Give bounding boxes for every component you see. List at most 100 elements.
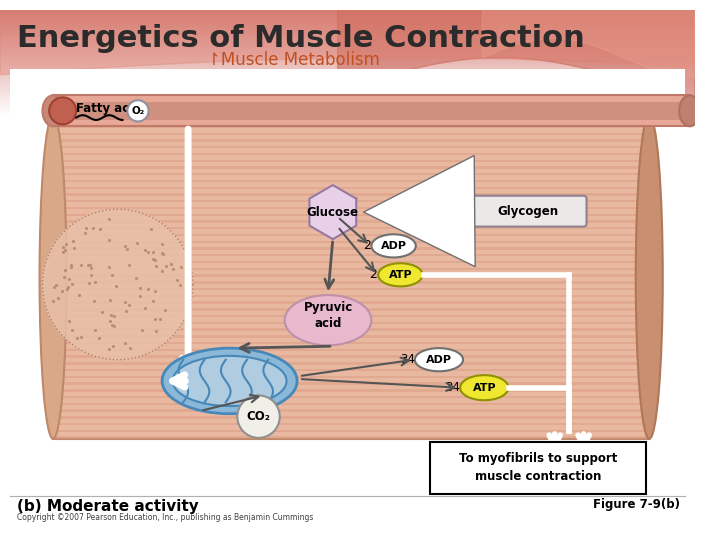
- Text: 2: 2: [363, 239, 371, 252]
- Text: ADP: ADP: [381, 241, 407, 251]
- Ellipse shape: [636, 116, 662, 439]
- Bar: [53, 369, 649, 372]
- Text: 34: 34: [445, 381, 460, 394]
- Circle shape: [238, 395, 280, 438]
- Bar: [53, 180, 649, 182]
- Bar: [0, 30, 695, 31]
- Bar: [53, 234, 649, 236]
- Bar: [0, 66, 695, 68]
- Bar: [53, 430, 649, 432]
- Bar: [0, 77, 695, 78]
- Bar: [0, 36, 695, 37]
- Bar: [53, 116, 649, 439]
- Bar: [0, 114, 695, 116]
- Polygon shape: [482, 10, 695, 77]
- Bar: [0, 92, 695, 93]
- Bar: [53, 389, 649, 392]
- Polygon shape: [338, 10, 695, 102]
- Bar: [0, 23, 695, 24]
- Bar: [53, 328, 649, 331]
- Bar: [0, 48, 695, 49]
- Bar: [0, 68, 695, 69]
- Bar: [0, 81, 695, 82]
- Bar: [0, 54, 695, 55]
- Text: (b) Moderate activity: (b) Moderate activity: [17, 498, 199, 514]
- Ellipse shape: [460, 375, 508, 400]
- Bar: [0, 25, 695, 26]
- Bar: [0, 65, 695, 66]
- Bar: [0, 86, 695, 87]
- Bar: [53, 403, 649, 405]
- Bar: [53, 382, 649, 385]
- Ellipse shape: [162, 348, 297, 414]
- Ellipse shape: [679, 96, 701, 126]
- Bar: [0, 97, 695, 98]
- Bar: [0, 70, 695, 71]
- Bar: [0, 21, 695, 22]
- Circle shape: [49, 97, 76, 124]
- Bar: [53, 153, 649, 155]
- Ellipse shape: [173, 356, 287, 406]
- Bar: [0, 85, 695, 86]
- Text: Figure 7-9(b): Figure 7-9(b): [593, 498, 680, 511]
- Bar: [53, 315, 649, 318]
- Bar: [53, 355, 649, 358]
- Bar: [0, 76, 695, 77]
- Bar: [0, 73, 695, 74]
- Bar: [0, 64, 695, 65]
- Bar: [0, 102, 695, 103]
- Bar: [0, 27, 695, 28]
- Bar: [53, 200, 649, 202]
- Polygon shape: [310, 185, 356, 239]
- Bar: [0, 37, 695, 38]
- Text: 34: 34: [400, 353, 415, 366]
- Bar: [53, 274, 649, 277]
- Bar: [0, 78, 695, 79]
- Text: ↾Muscle Metabolism: ↾Muscle Metabolism: [207, 51, 380, 69]
- Circle shape: [127, 100, 148, 122]
- Text: Energetics of Muscle Contraction: Energetics of Muscle Contraction: [17, 24, 585, 53]
- Bar: [53, 416, 649, 419]
- Bar: [0, 109, 695, 110]
- Bar: [53, 220, 649, 222]
- Bar: [0, 98, 695, 99]
- Bar: [53, 268, 649, 270]
- Bar: [0, 108, 695, 109]
- Bar: [0, 69, 695, 70]
- Bar: [0, 71, 695, 72]
- Bar: [53, 173, 649, 176]
- Bar: [0, 46, 695, 47]
- Bar: [0, 82, 695, 83]
- Bar: [53, 213, 649, 216]
- Bar: [0, 49, 695, 50]
- Bar: [0, 19, 695, 20]
- Bar: [0, 31, 695, 32]
- Bar: [0, 80, 695, 81]
- Bar: [0, 79, 695, 80]
- Bar: [53, 207, 649, 209]
- Bar: [0, 90, 695, 91]
- Text: ATP: ATP: [389, 270, 412, 280]
- Bar: [0, 26, 695, 27]
- Bar: [0, 60, 695, 62]
- Bar: [53, 139, 649, 141]
- Ellipse shape: [372, 234, 415, 258]
- Bar: [0, 55, 695, 56]
- Text: O₂: O₂: [131, 106, 145, 116]
- Bar: [0, 58, 695, 59]
- Bar: [53, 254, 649, 256]
- Bar: [53, 227, 649, 230]
- Bar: [53, 322, 649, 324]
- Text: Pyruvic
acid: Pyruvic acid: [303, 301, 353, 330]
- Bar: [53, 146, 649, 148]
- Bar: [0, 96, 695, 97]
- Bar: [0, 74, 695, 75]
- Bar: [0, 42, 695, 43]
- Text: Copyright ©2007 Pearson Education, Inc., publishing as Benjamin Cummings: Copyright ©2007 Pearson Education, Inc.,…: [17, 513, 314, 522]
- Bar: [0, 63, 695, 64]
- Bar: [53, 159, 649, 162]
- Bar: [53, 119, 649, 122]
- Bar: [0, 105, 695, 106]
- Bar: [0, 104, 695, 105]
- Bar: [0, 44, 695, 45]
